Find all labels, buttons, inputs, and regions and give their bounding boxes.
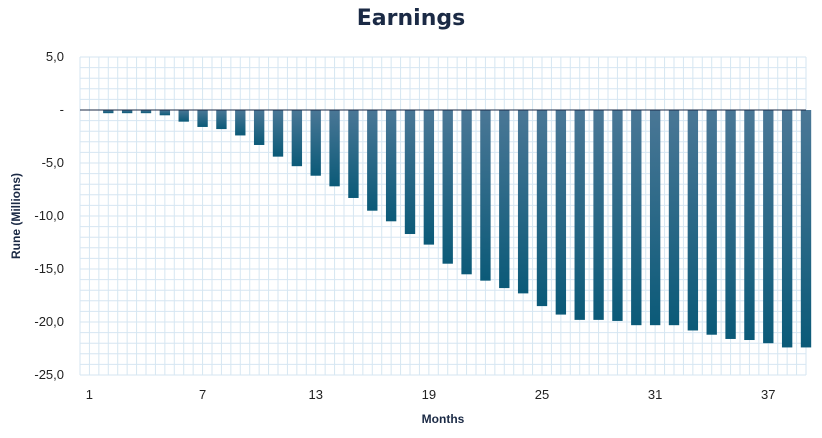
bar-month-32 <box>668 110 680 326</box>
bar-month-37 <box>763 110 774 344</box>
bar-month-5 <box>159 110 171 116</box>
bar-month-33 <box>687 110 699 331</box>
bar-month-38 <box>781 110 793 348</box>
y-tick-label: -5,0 <box>42 155 64 170</box>
y-tick-label: -25,0 <box>34 367 64 382</box>
bar-month-39 <box>800 110 812 348</box>
y-tick-label: -15,0 <box>34 261 64 276</box>
bar-month-24 <box>517 110 529 294</box>
bar-month-13 <box>310 110 321 176</box>
bar-month-28 <box>593 110 604 320</box>
bar-month-34 <box>706 110 717 335</box>
y-axis-title: Rune (Millions) <box>9 173 23 259</box>
bar-month-16 <box>367 110 378 211</box>
bar-month-14 <box>329 110 340 187</box>
bar-month-17 <box>385 110 397 222</box>
bar-month-21 <box>461 110 472 275</box>
bar-month-2 <box>103 110 114 114</box>
bar-month-7 <box>197 110 208 127</box>
x-tick-label: 1 <box>86 387 93 402</box>
x-tick-label: 31 <box>648 387 662 402</box>
bar-month-18 <box>404 110 416 235</box>
bar-month-31 <box>649 110 661 326</box>
bar-month-25 <box>536 110 548 307</box>
bar-month-22 <box>480 110 491 281</box>
bars <box>103 110 812 348</box>
y-tick-label: -20,0 <box>34 314 64 329</box>
bar-month-4 <box>140 110 152 114</box>
x-tick-label: 7 <box>199 387 206 402</box>
bar-month-23 <box>499 110 510 289</box>
bar-month-12 <box>291 110 303 167</box>
y-tick-label: - <box>60 102 64 117</box>
bar-month-10 <box>253 110 265 145</box>
bar-month-3 <box>121 110 133 114</box>
bar-month-9 <box>235 110 246 136</box>
bar-month-6 <box>178 110 189 122</box>
bar-month-29 <box>612 110 623 321</box>
bar-month-36 <box>744 110 755 341</box>
bar-month-20 <box>442 110 453 264</box>
x-tick-label: 37 <box>761 387 775 402</box>
bar-month-27 <box>574 110 585 320</box>
bar-month-8 <box>216 110 227 130</box>
bar-month-30 <box>631 110 642 326</box>
bar-month-15 <box>348 110 359 198</box>
x-axis-title: Months <box>422 412 465 426</box>
axes: 5,0 - -5,0 -10,0 -15,0 -20,0 -25,0 1 7 13 19 25 31 37 <box>34 49 806 402</box>
x-tick-label: 25 <box>535 387 549 402</box>
bar-month-19 <box>423 110 435 245</box>
x-tick-label: 19 <box>422 387 436 402</box>
bar-month-35 <box>725 110 736 339</box>
bar-month-11 <box>272 110 284 157</box>
bar-month-26 <box>555 110 567 315</box>
y-tick-label: 5,0 <box>46 49 64 64</box>
x-tick-label: 13 <box>308 387 322 402</box>
y-tick-label: -10,0 <box>34 208 64 223</box>
chart-title: Earnings <box>356 6 466 31</box>
